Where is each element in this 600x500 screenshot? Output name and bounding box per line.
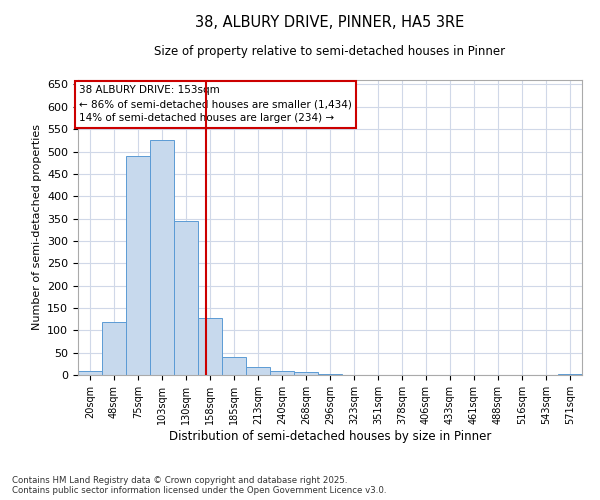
- Bar: [246, 368, 270, 375]
- Bar: [174, 221, 198, 375]
- Y-axis label: Number of semi-detached properties: Number of semi-detached properties: [32, 124, 41, 330]
- Bar: [318, 374, 342, 375]
- Bar: [198, 318, 222, 375]
- Text: Size of property relative to semi-detached houses in Pinner: Size of property relative to semi-detach…: [154, 45, 506, 58]
- Text: 38 ALBURY DRIVE: 153sqm
← 86% of semi-detached houses are smaller (1,434)
14% of: 38 ALBURY DRIVE: 153sqm ← 86% of semi-de…: [79, 86, 352, 124]
- Bar: [294, 372, 318, 375]
- Bar: [78, 370, 102, 375]
- Bar: [102, 322, 126, 375]
- Text: Contains HM Land Registry data © Crown copyright and database right 2025.
Contai: Contains HM Land Registry data © Crown c…: [12, 476, 386, 495]
- X-axis label: Distribution of semi-detached houses by size in Pinner: Distribution of semi-detached houses by …: [169, 430, 491, 442]
- Bar: [126, 156, 150, 375]
- Bar: [222, 357, 246, 375]
- Bar: [558, 374, 582, 375]
- Text: 38, ALBURY DRIVE, PINNER, HA5 3RE: 38, ALBURY DRIVE, PINNER, HA5 3RE: [196, 15, 464, 30]
- Bar: [150, 140, 174, 375]
- Bar: [270, 372, 294, 375]
